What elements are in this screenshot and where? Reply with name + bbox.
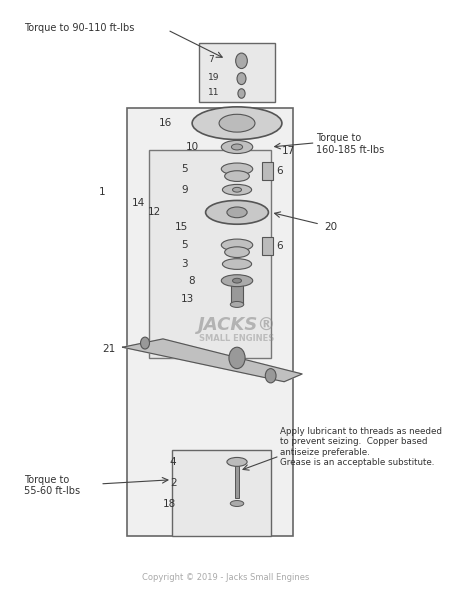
Circle shape <box>238 89 245 99</box>
Bar <box>199 43 275 103</box>
Text: Copyright © 2019 - Jacks Small Engines: Copyright © 2019 - Jacks Small Engines <box>142 573 310 582</box>
Circle shape <box>229 347 245 368</box>
Ellipse shape <box>230 500 244 506</box>
Text: 6: 6 <box>276 241 283 251</box>
Bar <box>231 284 243 304</box>
Text: 6: 6 <box>276 166 283 176</box>
Ellipse shape <box>230 301 244 307</box>
Text: 5: 5 <box>181 164 188 174</box>
Text: 12: 12 <box>147 207 161 217</box>
Text: 9: 9 <box>181 184 188 195</box>
Ellipse shape <box>206 201 268 224</box>
Ellipse shape <box>219 114 255 132</box>
Text: 7: 7 <box>208 54 214 63</box>
Ellipse shape <box>233 187 242 192</box>
Ellipse shape <box>225 171 249 181</box>
Circle shape <box>237 73 246 85</box>
Ellipse shape <box>227 457 247 466</box>
Ellipse shape <box>225 247 249 257</box>
Text: JACKS®: JACKS® <box>198 316 276 334</box>
Text: 20: 20 <box>325 222 337 232</box>
Bar <box>262 236 273 254</box>
Ellipse shape <box>233 278 242 283</box>
Text: 8: 8 <box>188 276 194 286</box>
Text: SMALL ENGINES: SMALL ENGINES <box>200 334 274 343</box>
Ellipse shape <box>221 163 253 175</box>
Bar <box>149 150 271 358</box>
Ellipse shape <box>227 207 247 218</box>
Text: 13: 13 <box>181 294 194 303</box>
Text: Torque to 90-110 ft-lbs: Torque to 90-110 ft-lbs <box>24 23 134 33</box>
Text: 10: 10 <box>186 142 199 152</box>
Ellipse shape <box>222 259 252 269</box>
Text: 4: 4 <box>170 457 176 467</box>
Ellipse shape <box>221 140 253 153</box>
Text: 11: 11 <box>208 88 219 97</box>
Text: Torque to
55-60 ft-lbs: Torque to 55-60 ft-lbs <box>24 475 80 497</box>
Text: 16: 16 <box>159 118 172 128</box>
Ellipse shape <box>221 275 253 287</box>
Bar <box>127 108 293 536</box>
Text: Apply lubricant to threads as needed
to prevent seizing.  Copper based
antiseize: Apply lubricant to threads as needed to … <box>280 427 442 467</box>
Circle shape <box>236 53 247 69</box>
Circle shape <box>140 337 149 349</box>
Text: 17: 17 <box>282 146 295 156</box>
Bar <box>262 162 273 180</box>
Ellipse shape <box>222 184 252 195</box>
Polygon shape <box>123 339 302 381</box>
Ellipse shape <box>231 144 243 150</box>
Bar <box>172 450 271 536</box>
Text: 5: 5 <box>181 240 188 250</box>
Ellipse shape <box>221 239 253 251</box>
Text: 15: 15 <box>174 222 188 232</box>
Bar <box>235 465 239 497</box>
Text: 21: 21 <box>102 344 116 354</box>
Circle shape <box>265 368 276 383</box>
Ellipse shape <box>192 107 282 140</box>
Text: 18: 18 <box>163 498 176 509</box>
Text: 2: 2 <box>170 478 176 488</box>
Text: 19: 19 <box>208 73 219 82</box>
Text: 3: 3 <box>181 259 188 269</box>
Text: 1: 1 <box>99 186 106 196</box>
Text: 14: 14 <box>132 198 145 208</box>
Text: Torque to
160-185 ft-lbs: Torque to 160-185 ft-lbs <box>316 133 384 155</box>
